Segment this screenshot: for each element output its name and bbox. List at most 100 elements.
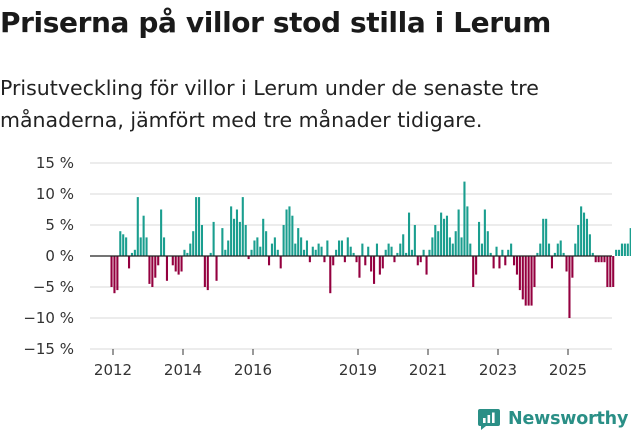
bar bbox=[495, 246, 498, 256]
bar bbox=[110, 256, 113, 287]
x-tick-label: 2014 bbox=[164, 361, 202, 379]
bar bbox=[262, 218, 265, 256]
bar bbox=[267, 256, 271, 266]
bar bbox=[253, 240, 256, 256]
y-tick-label: −5 % bbox=[33, 278, 74, 296]
bar bbox=[594, 256, 597, 263]
bar bbox=[332, 256, 335, 266]
bar bbox=[162, 237, 166, 256]
bar bbox=[469, 243, 472, 256]
bar bbox=[302, 249, 306, 256]
bar bbox=[358, 256, 361, 278]
bar bbox=[378, 256, 381, 275]
bar bbox=[559, 240, 562, 256]
bar bbox=[355, 256, 358, 263]
bar bbox=[148, 256, 151, 284]
bar bbox=[515, 256, 519, 275]
bar bbox=[230, 206, 233, 256]
x-axis: 2012 2014 2016 2019 2021 2023 2025 bbox=[94, 349, 587, 379]
bar bbox=[562, 252, 565, 256]
bar bbox=[597, 256, 600, 263]
bar bbox=[466, 206, 469, 256]
bar bbox=[177, 256, 180, 275]
bar bbox=[209, 252, 212, 256]
bar bbox=[244, 225, 247, 256]
bar bbox=[580, 206, 583, 256]
bar bbox=[183, 249, 186, 256]
bar bbox=[620, 243, 624, 256]
bar bbox=[556, 243, 559, 256]
bar bbox=[609, 256, 612, 287]
bar bbox=[419, 256, 422, 263]
bar bbox=[343, 256, 346, 263]
bar bbox=[489, 252, 492, 256]
bar bbox=[492, 256, 495, 269]
bar bbox=[139, 237, 142, 256]
bar bbox=[530, 256, 533, 306]
y-tick-label: 0 % bbox=[45, 247, 74, 265]
bar bbox=[460, 237, 463, 256]
bar bbox=[250, 249, 253, 256]
bar bbox=[235, 209, 239, 256]
bar bbox=[215, 256, 218, 281]
bar bbox=[247, 256, 250, 260]
bar bbox=[203, 256, 206, 287]
bar bbox=[212, 221, 215, 256]
bar bbox=[142, 215, 145, 256]
bar bbox=[603, 256, 606, 263]
bar bbox=[413, 225, 416, 256]
bar bbox=[591, 252, 594, 256]
bar bbox=[221, 228, 224, 256]
bar bbox=[297, 228, 300, 256]
bar bbox=[536, 252, 539, 256]
bar bbox=[133, 249, 136, 256]
bar bbox=[127, 256, 131, 269]
bar bbox=[200, 225, 204, 256]
bar bbox=[224, 249, 227, 256]
bar bbox=[477, 221, 481, 256]
bar bbox=[547, 243, 551, 256]
x-tick-label: 2016 bbox=[234, 361, 272, 379]
bar bbox=[160, 209, 163, 256]
bar bbox=[276, 249, 279, 256]
bar bbox=[346, 237, 349, 256]
bar bbox=[617, 249, 621, 256]
bar bbox=[113, 256, 116, 294]
bar bbox=[323, 256, 326, 263]
bar bbox=[206, 256, 209, 291]
bar bbox=[337, 240, 341, 256]
bar bbox=[527, 256, 530, 306]
bar bbox=[483, 209, 486, 256]
bar bbox=[335, 249, 338, 256]
bar bbox=[317, 243, 320, 256]
bar bbox=[393, 256, 396, 263]
bar bbox=[451, 243, 454, 256]
bar bbox=[428, 249, 431, 256]
bar bbox=[165, 256, 169, 281]
bar bbox=[612, 256, 615, 287]
bar bbox=[565, 256, 568, 272]
bar bbox=[340, 240, 344, 256]
bar bbox=[425, 256, 428, 275]
bar bbox=[305, 240, 309, 256]
bar bbox=[130, 252, 134, 256]
bar bbox=[119, 231, 122, 256]
bar bbox=[116, 256, 119, 291]
bar bbox=[227, 240, 230, 256]
bar bbox=[442, 218, 446, 256]
bar bbox=[122, 234, 125, 256]
bar bbox=[416, 256, 419, 266]
bar bbox=[154, 256, 157, 278]
bar bbox=[629, 228, 631, 256]
bar bbox=[504, 256, 507, 266]
bar bbox=[571, 256, 574, 278]
bar bbox=[445, 215, 449, 256]
bar bbox=[256, 237, 259, 256]
y-tick-label: −10 % bbox=[23, 309, 74, 327]
bar bbox=[349, 246, 352, 256]
bar bbox=[498, 256, 501, 269]
bar bbox=[294, 243, 297, 256]
bar bbox=[279, 256, 282, 269]
bar bbox=[518, 256, 521, 291]
bar bbox=[197, 197, 201, 256]
